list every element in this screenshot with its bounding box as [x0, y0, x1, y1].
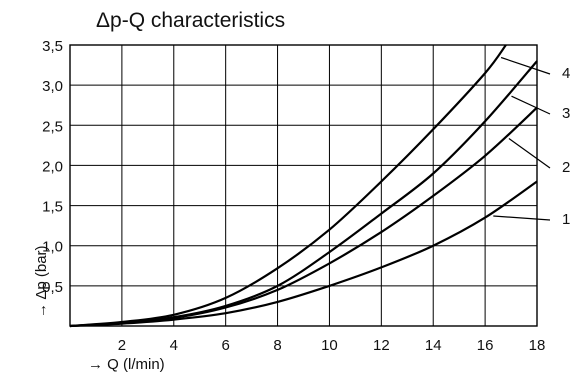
x-tick-label: 10: [321, 337, 338, 354]
x-tick-label: 14: [425, 337, 442, 354]
curves: [69, 44, 538, 328]
x-tick-label: 2: [118, 337, 126, 354]
series-3-line: [69, 60, 538, 328]
series-4-leader: [500, 56, 551, 75]
grid: [69, 44, 538, 327]
series-1-line: [69, 180, 538, 328]
series-2-leader: [508, 138, 551, 169]
x-tick-label: 18: [529, 337, 546, 354]
series-4-label: 4: [562, 65, 570, 82]
tick-labels: 2 4 6 8 10 12 14 16 18 0,5 1,0 1,5 2,0 2,5 3,0 3,5: [42, 38, 545, 354]
series-1-leader: [493, 215, 551, 221]
y-tick-label: 1,0: [42, 239, 63, 256]
series-4-line: [69, 44, 507, 328]
x-tick-label: 16: [477, 337, 494, 354]
x-axis-label: → Q (l/min): [88, 356, 165, 373]
series-2-label: 2: [562, 159, 570, 176]
y-tick-label: 2,5: [42, 118, 63, 135]
x-tick-label: 12: [373, 337, 390, 354]
y-tick-label: 3,0: [42, 78, 63, 95]
series-1-label: 1: [562, 211, 570, 228]
curve-labels: 1 2 3 4: [493, 56, 570, 228]
y-tick-label: 3,5: [42, 38, 63, 55]
plot-frame: [69, 44, 538, 327]
series-3-leader: [511, 95, 551, 115]
x-tick-label: 8: [273, 337, 281, 354]
y-tick-label: 2,0: [42, 158, 63, 175]
y-tick-label: 1,5: [42, 199, 63, 216]
chart-title: Δp-Q characteristics: [96, 9, 285, 32]
series-3-label: 3: [562, 105, 570, 122]
x-tick-label: 4: [170, 337, 178, 354]
x-tick-label: 6: [221, 337, 229, 354]
y-axis-label: → Δp (bar): [33, 245, 50, 318]
y-tick-label: 0,5: [42, 279, 63, 296]
